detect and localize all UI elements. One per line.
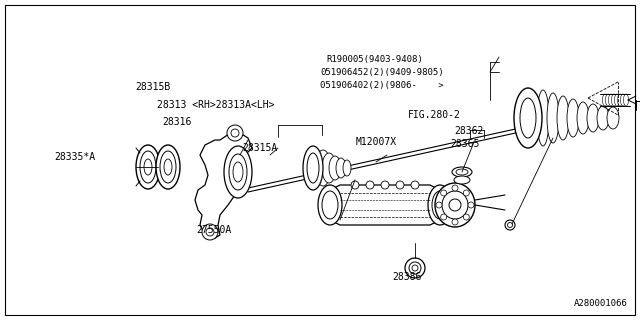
- Ellipse shape: [602, 94, 607, 106]
- Text: 051906452(2)(9409-9805): 051906452(2)(9409-9805): [320, 68, 444, 77]
- Circle shape: [468, 202, 474, 208]
- Text: 28316: 28316: [162, 117, 191, 127]
- Ellipse shape: [611, 94, 616, 106]
- Text: 28315A: 28315A: [242, 143, 277, 153]
- Ellipse shape: [229, 154, 247, 190]
- Ellipse shape: [136, 145, 160, 189]
- Text: A280001066: A280001066: [574, 299, 628, 308]
- Ellipse shape: [557, 96, 569, 140]
- Circle shape: [227, 125, 243, 141]
- Ellipse shape: [452, 167, 472, 177]
- Text: 28365: 28365: [450, 139, 479, 149]
- Ellipse shape: [428, 185, 452, 225]
- Text: 28315B: 28315B: [135, 82, 170, 92]
- Circle shape: [463, 214, 469, 220]
- Ellipse shape: [520, 98, 536, 138]
- Circle shape: [463, 190, 469, 196]
- Text: 28335*A: 28335*A: [54, 152, 95, 162]
- Ellipse shape: [597, 106, 609, 130]
- Ellipse shape: [156, 145, 180, 189]
- Ellipse shape: [140, 151, 156, 183]
- Ellipse shape: [432, 191, 448, 219]
- Ellipse shape: [322, 191, 338, 219]
- Text: 28313 <RH>28313A<LH>: 28313 <RH>28313A<LH>: [157, 100, 275, 110]
- Circle shape: [396, 181, 404, 189]
- Text: 051906402(2)(9806-    >: 051906402(2)(9806- >: [320, 81, 444, 90]
- Ellipse shape: [623, 94, 628, 106]
- Circle shape: [202, 224, 218, 240]
- Text: FIG.280-2: FIG.280-2: [408, 110, 461, 120]
- Ellipse shape: [318, 185, 342, 225]
- Text: 28386: 28386: [392, 272, 421, 282]
- Ellipse shape: [435, 183, 475, 227]
- Ellipse shape: [164, 159, 172, 175]
- Ellipse shape: [160, 151, 176, 183]
- Ellipse shape: [607, 107, 619, 129]
- Ellipse shape: [456, 169, 468, 175]
- Ellipse shape: [454, 176, 470, 184]
- Circle shape: [381, 181, 389, 189]
- Polygon shape: [330, 185, 440, 225]
- Ellipse shape: [307, 153, 319, 183]
- Circle shape: [441, 190, 447, 196]
- Ellipse shape: [449, 199, 461, 211]
- Ellipse shape: [609, 94, 614, 106]
- Ellipse shape: [322, 153, 336, 183]
- Ellipse shape: [336, 158, 346, 178]
- Circle shape: [231, 129, 239, 137]
- Ellipse shape: [605, 94, 611, 106]
- Ellipse shape: [618, 94, 623, 106]
- Circle shape: [411, 181, 419, 189]
- Ellipse shape: [224, 146, 252, 198]
- Ellipse shape: [514, 88, 542, 148]
- Ellipse shape: [343, 160, 351, 176]
- Ellipse shape: [577, 102, 589, 134]
- Ellipse shape: [144, 159, 152, 175]
- Circle shape: [452, 219, 458, 225]
- Circle shape: [508, 222, 513, 228]
- Circle shape: [436, 202, 442, 208]
- Circle shape: [206, 228, 214, 236]
- Circle shape: [412, 265, 418, 271]
- Circle shape: [505, 220, 515, 230]
- Text: R190005(9403-9408): R190005(9403-9408): [326, 55, 423, 64]
- Ellipse shape: [303, 146, 323, 190]
- Ellipse shape: [315, 150, 331, 186]
- Text: 27550A: 27550A: [196, 225, 231, 235]
- Circle shape: [366, 181, 374, 189]
- Polygon shape: [195, 130, 252, 238]
- Ellipse shape: [233, 162, 243, 182]
- Circle shape: [452, 185, 458, 191]
- Ellipse shape: [614, 94, 620, 106]
- Ellipse shape: [621, 94, 625, 106]
- Text: 28362: 28362: [454, 126, 483, 136]
- Ellipse shape: [442, 191, 468, 219]
- Circle shape: [351, 181, 359, 189]
- Circle shape: [409, 262, 421, 274]
- Ellipse shape: [329, 156, 341, 180]
- Ellipse shape: [537, 90, 549, 146]
- Circle shape: [441, 214, 447, 220]
- Text: M12007X: M12007X: [356, 137, 397, 147]
- Ellipse shape: [547, 93, 559, 143]
- Ellipse shape: [567, 99, 579, 137]
- Ellipse shape: [587, 104, 599, 132]
- Circle shape: [405, 258, 425, 278]
